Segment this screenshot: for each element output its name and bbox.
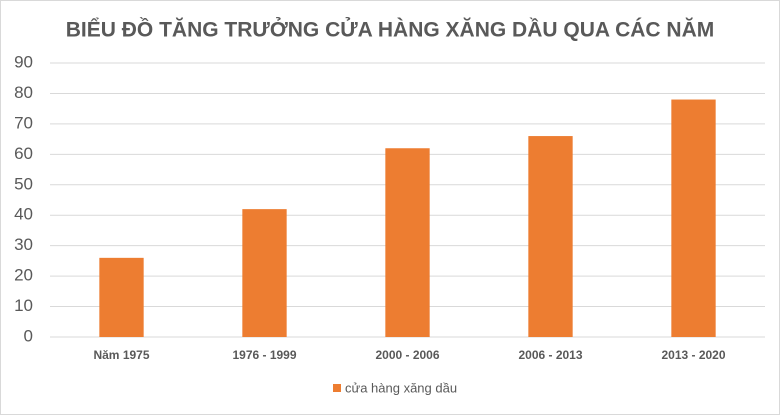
y-tick-label: 20 <box>14 266 33 285</box>
bar <box>242 209 287 337</box>
y-tick-label: 0 <box>24 326 33 345</box>
y-tick-label: 90 <box>14 52 33 71</box>
bar <box>385 148 430 337</box>
chart-title: BIỂU ĐỒ TĂNG TRƯỞNG CỬA HÀNG XĂNG DẦU QU… <box>66 18 715 42</box>
y-tick-label: 80 <box>14 83 33 102</box>
x-tick-label: 2006 - 2013 <box>518 348 582 362</box>
y-tick-label: 50 <box>14 174 33 193</box>
bar <box>528 136 573 337</box>
y-tick-label: 70 <box>14 113 33 132</box>
x-tick-label: Năm 1975 <box>93 348 149 362</box>
y-tick-label: 40 <box>14 205 33 224</box>
y-tick-label: 30 <box>14 235 33 254</box>
y-tick-label: 60 <box>14 144 33 163</box>
legend-label: cửa hàng xăng dầu <box>345 380 457 395</box>
x-tick-label: 2000 - 2006 <box>375 348 439 362</box>
bar <box>671 99 716 338</box>
bar <box>99 257 144 337</box>
y-tick-label: 10 <box>14 296 33 315</box>
x-tick-label: 2013 - 2020 <box>661 348 725 362</box>
legend-swatch <box>333 384 341 392</box>
x-tick-label: 1976 - 1999 <box>232 348 296 362</box>
